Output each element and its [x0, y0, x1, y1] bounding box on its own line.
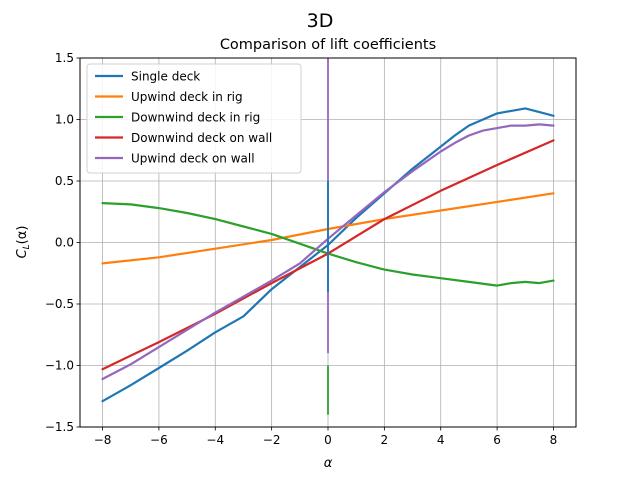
y-tick-label: −1.0	[45, 359, 74, 373]
y-tick-label: −1.5	[45, 420, 74, 434]
y-axis-label: CL(α)	[15, 226, 32, 259]
y-tick-label: 1.5	[55, 51, 74, 65]
series-line-2	[101, 202, 555, 287]
y-axis-label-main: C	[15, 248, 30, 258]
legend: Single deck Upwind deck in rig Downwind de…	[86, 63, 302, 174]
y-tick-label: −0.5	[45, 297, 74, 311]
y-tick-label: 0.5	[55, 174, 74, 188]
x-tick-label: 2	[381, 433, 389, 447]
x-tick-label: 8	[550, 433, 558, 447]
series-lines	[101, 58, 555, 415]
x-tick-label: −8	[94, 433, 112, 447]
x-axis: −8 −6 −4 −2 0 2 4 6 8	[94, 427, 558, 447]
legend-label: Downwind deck on wall	[131, 131, 272, 145]
x-tick-label: −4	[206, 433, 224, 447]
series-line-4	[101, 123, 555, 381]
x-axis-label: α	[324, 456, 333, 471]
x-tick-label: −6	[150, 433, 168, 447]
y-axis-label-sub: L	[22, 244, 32, 249]
legend-label: Upwind deck in rig	[131, 90, 243, 104]
y-tick-label: 0.0	[55, 236, 74, 250]
x-tick-label: −2	[263, 433, 281, 447]
y-tick-label: 1.0	[55, 113, 74, 127]
y-axis: −1.5 −1.0 −0.5 0.0 0.5 1.0 1.5	[45, 51, 80, 434]
figure-suptitle: 3D	[307, 10, 334, 32]
legend-label: Downwind deck in rig	[131, 111, 260, 125]
y-axis-label-tail: (α)	[15, 226, 30, 245]
x-tick-label: 0	[324, 433, 332, 447]
legend-box	[86, 63, 302, 174]
legend-label: Single deck	[131, 70, 200, 84]
x-tick-label: 6	[493, 433, 501, 447]
legend-label: Upwind deck on wall	[131, 152, 255, 166]
chart-title: Comparison of lift coefficients	[220, 37, 436, 53]
x-tick-label: 4	[437, 433, 445, 447]
